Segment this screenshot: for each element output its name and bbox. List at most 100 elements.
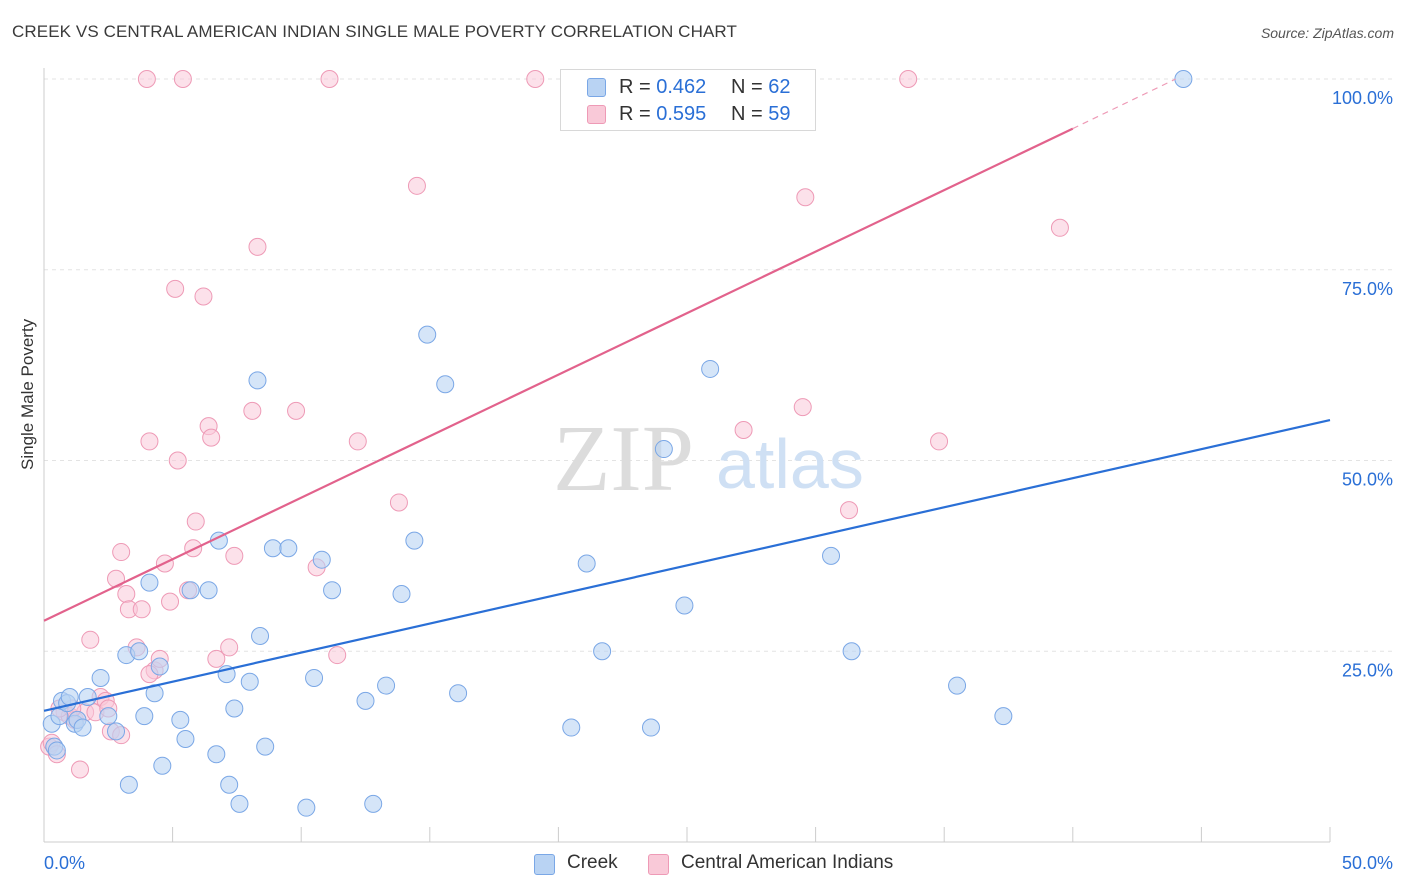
creek-point <box>225 699 244 718</box>
creek-legend-swatch <box>534 854 555 875</box>
cai-point <box>248 237 267 256</box>
creek-point <box>99 707 118 726</box>
chart-title: CREEK VS CENTRAL AMERICAN INDIAN SINGLE … <box>12 22 737 41</box>
y-tick-label: 25.0% <box>1342 660 1393 680</box>
series-legend: Creek Central American Indians <box>0 852 1406 878</box>
x-tick-label-max: 50.0% <box>1342 853 1393 873</box>
y-tick-label: 50.0% <box>1342 470 1393 490</box>
cai-point <box>168 451 187 470</box>
cai-point <box>320 70 339 88</box>
creek-point <box>323 581 342 600</box>
cai-legend-label: Central American Indians <box>681 852 894 873</box>
creek-point <box>91 668 110 687</box>
creek-point <box>199 581 218 600</box>
cai-point <box>166 279 185 298</box>
cai-point <box>207 649 226 668</box>
creek-legend-label: Creek <box>567 852 618 873</box>
creek-point <box>654 440 673 459</box>
cai-point <box>112 543 131 562</box>
stats-legend: R = 0.462 N = 62 R = 0.595 N = 59 <box>560 69 816 131</box>
cai-point <box>734 420 753 439</box>
cai-point <box>1050 218 1069 237</box>
creek-point <box>562 718 581 737</box>
creek-point <box>377 676 396 695</box>
cai-trend-line <box>43 127 1074 622</box>
grid-lines <box>44 78 1394 652</box>
cai-point <box>194 287 213 306</box>
cai-r-label: R = <box>619 103 651 125</box>
cai-point <box>796 188 815 207</box>
watermark: ZIP atlas <box>553 407 864 511</box>
creek-point <box>176 729 195 748</box>
creek-point <box>822 546 841 565</box>
cai-point <box>526 70 545 88</box>
cai-n-value: 59 <box>768 103 791 125</box>
creek-point <box>701 359 720 378</box>
cai-point <box>220 638 239 657</box>
creek-r-value: 0.462 <box>656 76 707 98</box>
cai-point <box>186 512 205 531</box>
creek-point <box>577 554 596 573</box>
creek-r-label: R = <box>619 76 651 98</box>
creek-point <box>107 722 126 741</box>
cai-point <box>328 646 347 665</box>
cai-point <box>161 592 180 611</box>
cai-point <box>793 398 812 417</box>
creek-point <box>593 642 612 661</box>
cai-n-label: N = <box>731 103 763 125</box>
creek-point <box>251 626 270 645</box>
cai-legend-swatch <box>648 854 669 875</box>
cai-point <box>287 401 306 420</box>
creek-point <box>364 794 383 813</box>
creek-point <box>73 718 92 737</box>
creek-point <box>994 707 1013 726</box>
source-label: Source: ZipAtlas.com <box>1260 25 1394 41</box>
creek-n-label: N = <box>731 76 763 98</box>
cai-point <box>132 600 151 619</box>
creek-point <box>405 531 424 550</box>
cai-trend-extension <box>1072 78 1176 130</box>
cai-point <box>899 70 918 88</box>
cai-point <box>81 630 100 649</box>
creek-point <box>248 371 267 390</box>
creek-point <box>356 691 375 710</box>
cai-point <box>243 401 262 420</box>
cai-point <box>71 760 90 779</box>
creek-n-value: 62 <box>768 76 791 98</box>
creek-point <box>47 741 66 760</box>
cai-point <box>107 569 126 588</box>
x-tick-label-min: 0.0% <box>44 853 85 873</box>
axes <box>43 68 1331 843</box>
creek-trend-line <box>43 418 1331 712</box>
creek-point <box>842 642 861 661</box>
creek-point <box>230 794 249 813</box>
creek-point <box>297 798 316 817</box>
watermark-zip: ZIP <box>553 407 694 511</box>
trend-lines <box>43 78 1331 712</box>
y-tick-label: 75.0% <box>1342 279 1393 299</box>
cai-point <box>117 585 136 604</box>
cai-point <box>202 428 221 447</box>
creek-point <box>130 642 149 661</box>
creek-point <box>207 745 226 764</box>
creek-point <box>119 775 138 794</box>
creek-points <box>42 70 1193 817</box>
creek-point <box>279 539 298 558</box>
creek-point <box>150 657 169 676</box>
cai-point <box>389 493 408 512</box>
creek-point <box>171 710 190 729</box>
creek-point <box>305 668 324 687</box>
creek-point <box>449 684 468 703</box>
creek-point <box>312 550 331 569</box>
cai-point <box>137 70 156 88</box>
creek-point <box>153 756 172 775</box>
creek-point <box>256 737 275 756</box>
creek-point <box>220 775 239 794</box>
creek-point <box>181 581 200 600</box>
cai-swatch <box>587 105 606 124</box>
y-axis-label: Single Male Poverty <box>18 318 37 470</box>
cai-point <box>348 432 367 451</box>
y-tick-label: 100.0% <box>1332 88 1393 108</box>
creek-swatch <box>587 78 606 97</box>
